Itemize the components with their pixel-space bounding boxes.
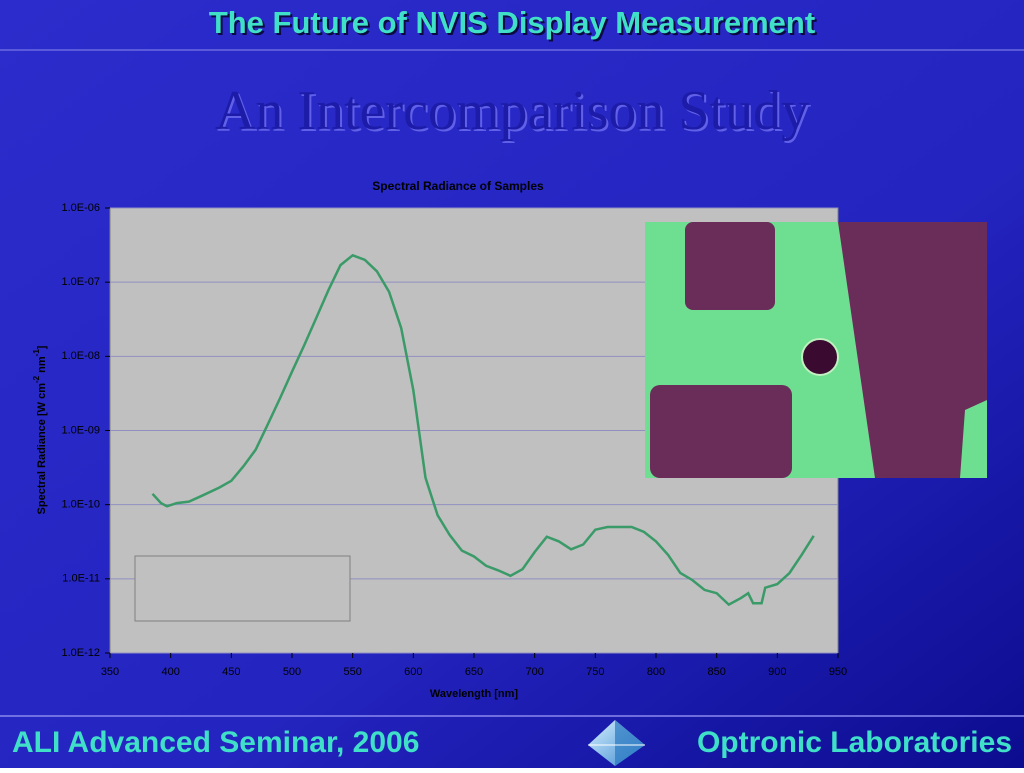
- y-tick-label: 1.0E-08: [61, 350, 100, 362]
- x-tick-label: 500: [283, 666, 301, 678]
- x-tick-label: 650: [465, 666, 483, 678]
- y-tick-label: 1.0E-07: [61, 276, 100, 288]
- y-label-part: nm: [36, 356, 48, 376]
- x-tick-label: 900: [768, 666, 786, 678]
- subtitle: An Intercomparison Study: [215, 80, 809, 142]
- x-tick-label: 450: [222, 666, 240, 678]
- slide-title: The Future of NVIS Display Measurement: [209, 5, 815, 40]
- x-tick-label: 350: [101, 666, 119, 678]
- chart: 1.0E-12 1.0E-11 1.0E-10 1.0E-09 1.0E-08 1.0E-…: [61, 202, 847, 678]
- y-label-part: -1: [32, 349, 41, 357]
- legend: [134, 555, 351, 622]
- inset-photo: [645, 222, 987, 478]
- x-tick-label: 600: [404, 666, 422, 678]
- x-tick-label: 850: [707, 666, 725, 678]
- x-tick-label: 400: [161, 666, 179, 678]
- subtitle-highlight: An Intercomparison Study: [217, 82, 811, 144]
- y-tick-label: 1.0E-12: [61, 647, 100, 659]
- y-axis-label: Spectral Radiance [W cm-2 nm-1]: [32, 345, 48, 514]
- x-tick-label: 550: [343, 666, 361, 678]
- footer-right: Optronic Laboratories: [697, 726, 1012, 759]
- y-label-part: Spectral Radiance [W cm: [36, 383, 48, 515]
- x-tick-label: 700: [525, 666, 543, 678]
- y-tick-label: 1.0E-11: [62, 573, 100, 585]
- y-tick-label: 1.0E-06: [61, 202, 100, 214]
- data-line: [151, 253, 815, 607]
- logo: [588, 720, 645, 766]
- y-tick-label: 1.0E-09: [61, 424, 100, 436]
- title-shadow: The Future of NVIS Display Measurement: [211, 7, 817, 42]
- footer-left: ALI Advanced Seminar, 2006: [12, 726, 419, 759]
- x-axis-label: Wavelength [nm]: [430, 688, 519, 700]
- y-tick-label: 1.0E-10: [61, 499, 100, 511]
- y-label-part: -2: [32, 375, 41, 383]
- x-tick-label: 950: [829, 666, 847, 678]
- chart-title: Spectral Radiance of Samples: [372, 179, 544, 193]
- y-label-part: ]: [36, 345, 48, 349]
- x-tick-label: 750: [586, 666, 604, 678]
- x-tick-label: 800: [647, 666, 665, 678]
